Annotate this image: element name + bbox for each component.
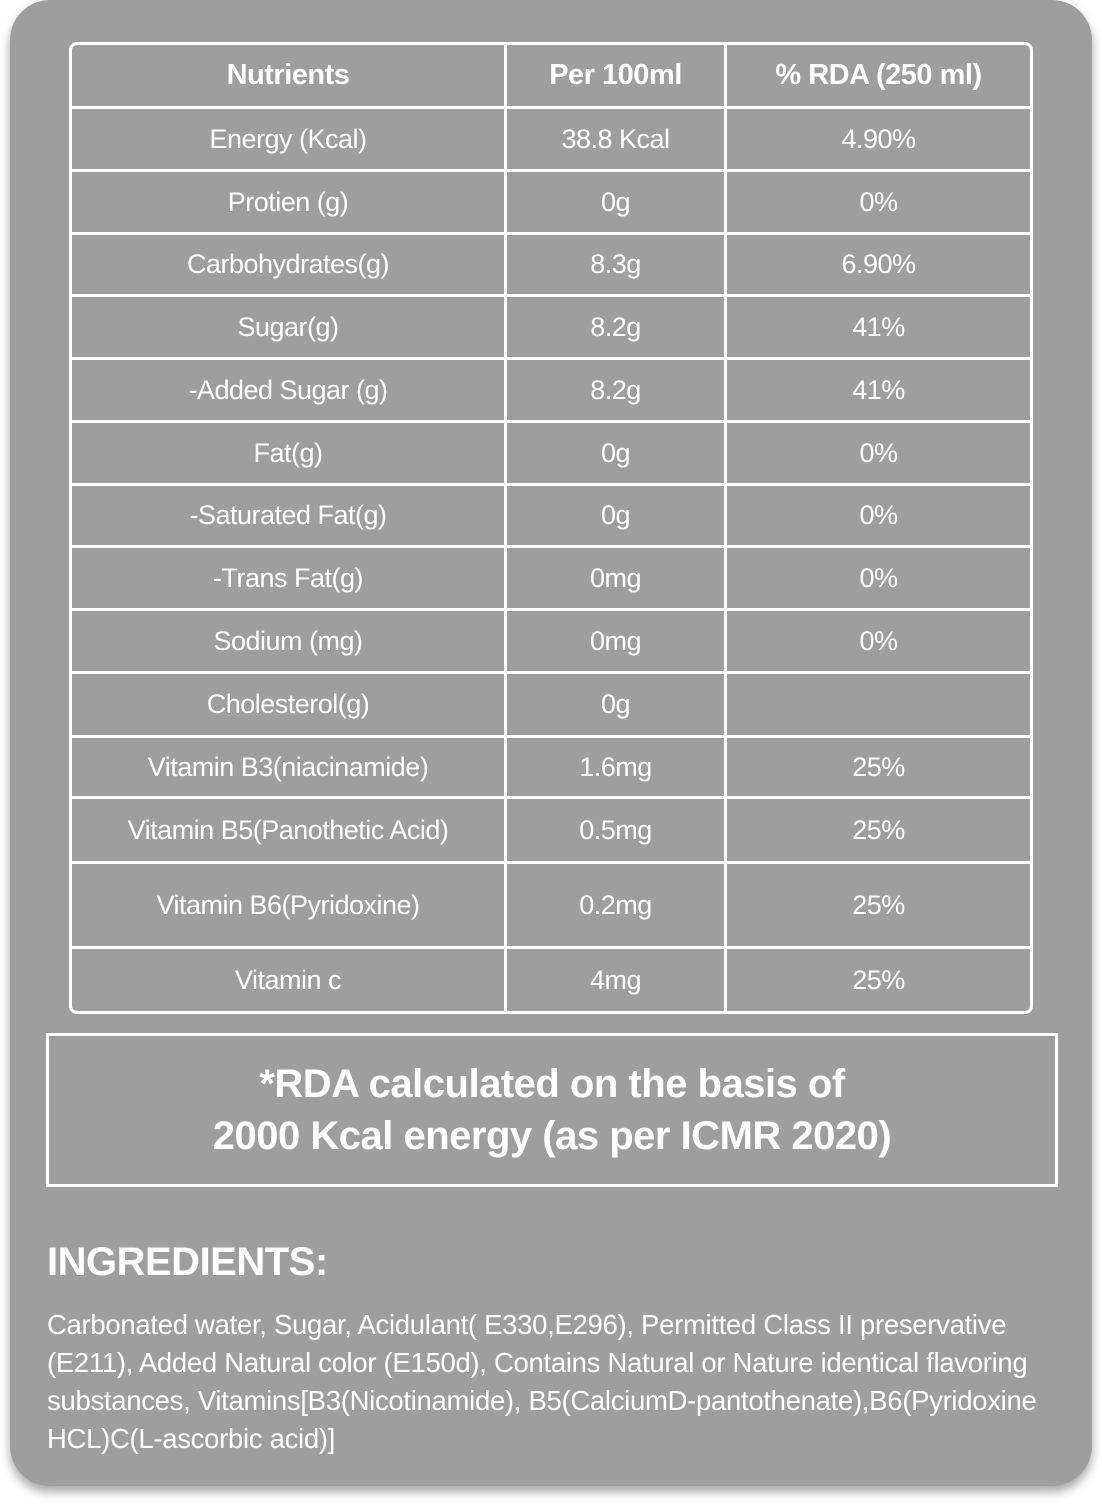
table-cell-rda-value: 25% <box>727 738 1030 796</box>
table-cell-rda-value: 0% <box>727 548 1030 608</box>
table-cell-per-100ml-value: 4mg <box>507 949 724 1011</box>
table-cell-nutrient-name: Vitamin B5(Panothetic Acid) <box>72 799 504 861</box>
table-cell-nutrient-name: Fat(g) <box>72 423 504 483</box>
rda-note-line-1: *RDA calculated on the basis of <box>259 1062 845 1106</box>
table-cell-per-100ml-value: 8.3g <box>507 235 724 294</box>
table-cell-per-100ml-value: 38.8 Kcal <box>507 109 724 169</box>
table-cell-nutrient-name: Protien (g) <box>72 172 504 232</box>
table-cell-nutrient-name: Energy (Kcal) <box>72 109 504 169</box>
table-cell-nutrient-name: -Saturated Fat(g) <box>72 486 504 545</box>
table-cell-nutrient-name: Sugar(g) <box>72 297 504 357</box>
table-cell-per-100ml-value: 8.2g <box>507 297 724 357</box>
table-cell-nutrient-name: Carbohydrates(g) <box>72 235 504 294</box>
table-cell-per-100ml-value: 0g <box>507 423 724 483</box>
table-cell-per-100ml-value: 1.6mg <box>507 738 724 796</box>
table-cell-per-100ml-value: 0.2mg <box>507 864 724 946</box>
table-cell-per-100ml-value: 0mg <box>507 548 724 608</box>
table-header-rda-value: % RDA (250 ml) <box>727 45 1030 106</box>
table-cell-rda-value: 25% <box>727 799 1030 861</box>
table-cell-rda-value: 4.90% <box>727 109 1030 169</box>
table-cell-rda-value: 25% <box>727 864 1030 946</box>
table-cell-nutrient-name: -Added Sugar (g) <box>72 360 504 420</box>
table-cell-per-100ml-value: 0g <box>507 674 724 735</box>
table-cell-rda-value: 0% <box>727 172 1030 232</box>
table-cell-per-100ml-value: 0g <box>507 486 724 545</box>
nutrition-facts-table: Nutrients Per 100ml% RDA (250 ml) Energy (… <box>69 42 1033 1014</box>
rda-note-box: *RDA calculated on the basis of 2000 Kca… <box>46 1033 1058 1187</box>
ingredients-heading: INGREDIENTS: <box>47 1240 328 1284</box>
table-cell-nutrient-name: Vitamin c <box>72 949 504 1011</box>
table-cell-per-100ml-value: 0.5mg <box>507 799 724 861</box>
ingredients-text: Carbonated water, Sugar, Acidulant( E330… <box>47 1309 1037 1454</box>
table-cell-per-100ml-value: 8.2g <box>507 360 724 420</box>
table-cell-nutrient-name: Cholesterol(g) <box>72 674 504 735</box>
table-cell-rda-value: 25% <box>727 949 1030 1011</box>
table-header-nutrient-name: Nutrients <box>72 45 504 106</box>
table-cell-rda-value: 0% <box>727 486 1030 545</box>
rda-note-line-2: 2000 Kcal energy (as per ICMR 2020) <box>212 1114 892 1158</box>
table-cell-nutrient-name: Vitamin B3(niacinamide) <box>72 738 504 796</box>
table-cell-per-100ml-value: 0mg <box>507 611 724 671</box>
table-cell-rda-value: 41% <box>727 297 1030 357</box>
table-header-per-100ml-value: Per 100ml <box>507 45 724 106</box>
table-cell-nutrient-name: Sodium (mg) <box>72 611 504 671</box>
table-cell-rda-value <box>727 674 1030 735</box>
table-cell-nutrient-name: -Trans Fat(g) <box>72 548 504 608</box>
table-cell-per-100ml-value: 0g <box>507 172 724 232</box>
table-cell-rda-value: 41% <box>727 360 1030 420</box>
table-cell-nutrient-name: Vitamin B6(Pyridoxine) <box>72 864 504 946</box>
table-cell-rda-value: 6.90% <box>727 235 1030 294</box>
table-cell-rda-value: 0% <box>727 611 1030 671</box>
table-cell-rda-value: 0% <box>727 423 1030 483</box>
nutrition-label-card: Nutrients Per 100ml% RDA (250 ml) Energy (… <box>10 0 1092 1486</box>
